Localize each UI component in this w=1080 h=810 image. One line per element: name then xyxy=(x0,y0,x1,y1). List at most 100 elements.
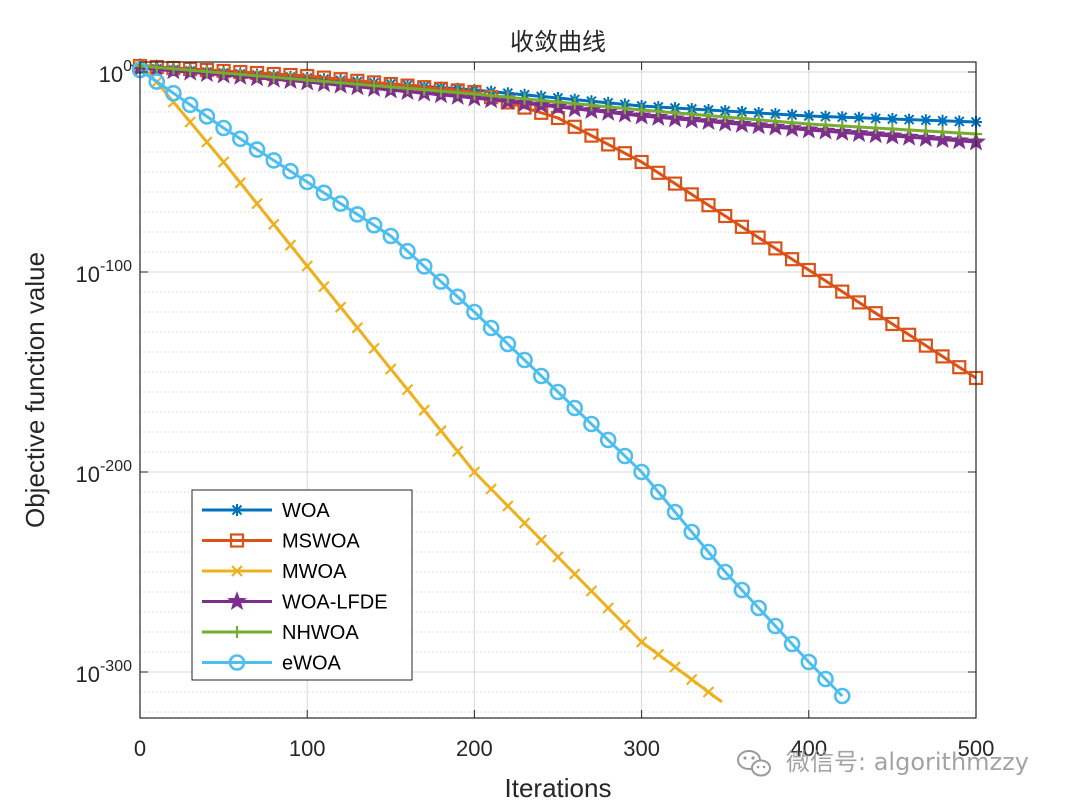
series-marker xyxy=(301,260,313,272)
series-marker xyxy=(552,96,564,108)
series-marker xyxy=(482,319,500,337)
series-marker xyxy=(819,119,832,131)
series-marker xyxy=(734,219,750,234)
series-marker xyxy=(616,447,634,465)
series-marker xyxy=(468,88,481,100)
series-marker xyxy=(485,89,498,102)
series-marker xyxy=(601,137,616,152)
series-marker xyxy=(599,431,617,449)
series-marker xyxy=(201,136,213,148)
series-marker xyxy=(869,112,882,125)
series-marker xyxy=(716,563,734,581)
series-marker xyxy=(833,687,851,705)
series-marker xyxy=(634,154,649,170)
series-marker xyxy=(868,306,883,321)
legend-label: eWOA xyxy=(282,653,342,675)
series-marker xyxy=(401,82,414,95)
series-marker xyxy=(719,111,732,123)
series-marker xyxy=(351,78,364,91)
x-axis-label: Iterations xyxy=(505,773,612,803)
series-line xyxy=(139,68,844,698)
series-marker xyxy=(267,218,280,231)
series-marker xyxy=(618,102,631,115)
series-marker xyxy=(902,327,917,342)
series-marker xyxy=(932,129,953,149)
series-marker xyxy=(583,415,600,433)
x-tick-label: 100 xyxy=(289,736,326,761)
series-marker xyxy=(234,177,247,189)
legend-item: MWOA xyxy=(202,561,347,583)
series-marker xyxy=(818,273,833,288)
series-marker xyxy=(751,230,766,245)
series-marker xyxy=(666,503,684,521)
legend-marker xyxy=(228,654,246,671)
series-marker xyxy=(903,113,916,126)
series-marker xyxy=(415,258,433,275)
series-marker xyxy=(702,109,715,122)
series-marker xyxy=(685,108,698,121)
series-marker xyxy=(284,72,297,85)
series-marker xyxy=(735,106,748,118)
series-marker xyxy=(617,146,632,161)
series-marker xyxy=(432,273,450,290)
legend-item: WOA-LFDE xyxy=(202,591,388,614)
series-marker xyxy=(298,173,316,191)
series-marker xyxy=(683,523,701,541)
series-marker xyxy=(836,120,849,132)
series-marker xyxy=(251,69,264,82)
series-nhwoa xyxy=(134,60,982,140)
series-marker xyxy=(750,599,767,617)
legend-label: MWOA xyxy=(282,561,347,583)
series-marker xyxy=(215,119,232,137)
series-marker xyxy=(382,227,400,245)
x-tick-label: 0 xyxy=(134,736,146,761)
series-marker xyxy=(485,483,497,495)
series-marker xyxy=(769,108,782,120)
series-marker xyxy=(315,184,333,202)
series-marker xyxy=(783,635,801,653)
series-marker xyxy=(449,288,466,306)
series-marker xyxy=(936,114,949,127)
series-marker xyxy=(784,252,800,267)
series-marker xyxy=(334,76,347,89)
series-marker xyxy=(516,351,533,369)
series-marker xyxy=(702,686,715,698)
series-marker xyxy=(952,360,967,375)
watermark: 微信号: algorithmzzy xyxy=(737,748,1029,777)
x-tick-label: 300 xyxy=(623,736,660,761)
series-marker xyxy=(466,303,483,321)
series-marker xyxy=(535,94,548,107)
series-marker xyxy=(669,106,682,119)
series-marker xyxy=(317,75,330,88)
x-tick-label: 200 xyxy=(456,736,493,761)
legend-marker xyxy=(231,626,243,638)
series-marker xyxy=(752,107,765,119)
series-marker xyxy=(318,280,330,293)
series-marker xyxy=(217,67,230,79)
series-marker xyxy=(718,208,733,224)
x-tick-label: 400 xyxy=(790,736,827,761)
series-marker xyxy=(301,74,314,86)
series-marker xyxy=(148,73,166,90)
wechat-icon xyxy=(737,750,771,777)
series-marker xyxy=(567,119,582,134)
series-marker xyxy=(451,86,464,99)
axes-box xyxy=(139,61,977,719)
series-marker xyxy=(935,349,950,364)
series-marker xyxy=(384,81,397,93)
series-marker xyxy=(635,636,648,648)
legend-marker xyxy=(231,565,243,577)
watermark-text: 微信号: algorithmzzy xyxy=(786,748,1029,776)
series-marker xyxy=(265,152,283,169)
series-marker xyxy=(819,110,832,123)
series-marker xyxy=(886,123,899,135)
series-marker xyxy=(852,121,865,133)
series-marker xyxy=(835,284,850,299)
series-marker xyxy=(684,187,699,202)
series-marker xyxy=(602,602,614,614)
legend-box xyxy=(191,489,413,681)
y-tick-label: 10-200 xyxy=(75,458,132,487)
x-tick-label: 500 xyxy=(958,736,995,761)
tick-layer: 0 100 200 300 400 500 100 10-100 10-200 10-300 xyxy=(75,58,994,761)
series-marker xyxy=(585,585,598,597)
